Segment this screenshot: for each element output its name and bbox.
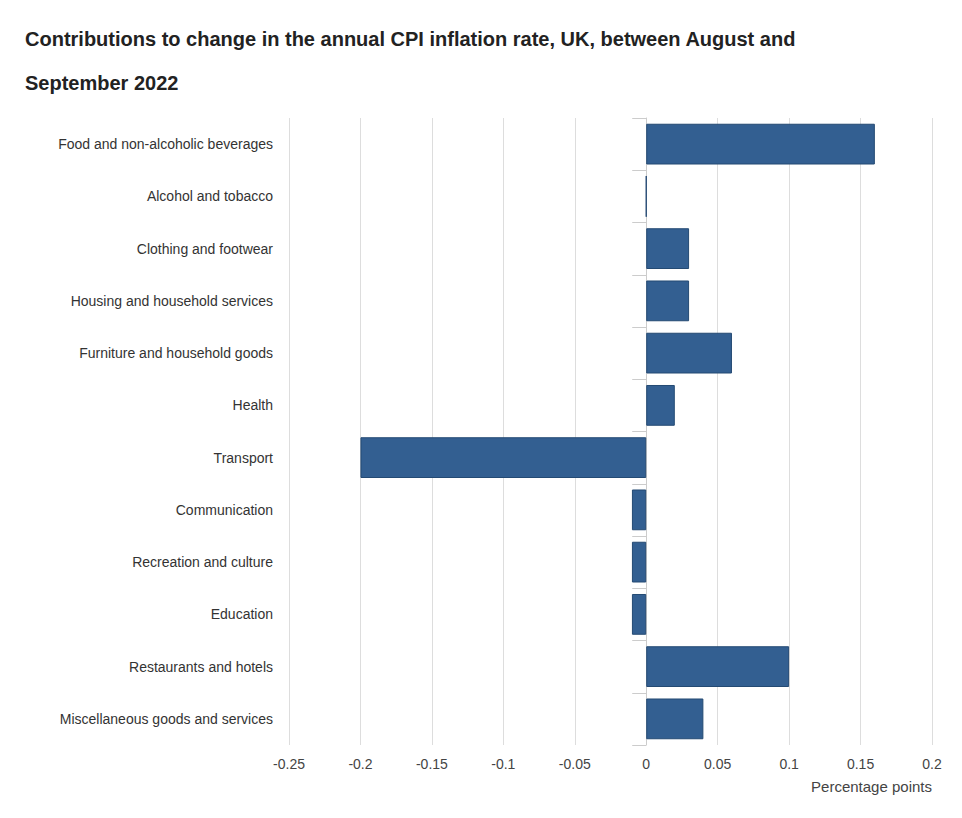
svg-text:Health: Health	[233, 397, 273, 413]
svg-text:Communication: Communication	[176, 502, 273, 518]
svg-text:-0.1: -0.1	[491, 756, 515, 772]
svg-text:Transport: Transport	[214, 450, 274, 466]
svg-text:-0.05: -0.05	[559, 756, 591, 772]
svg-text:Restaurants and hotels: Restaurants and hotels	[129, 659, 273, 675]
svg-text:0.15: 0.15	[847, 756, 874, 772]
svg-text:0.1: 0.1	[779, 756, 799, 772]
svg-text:-0.25: -0.25	[273, 756, 305, 772]
svg-text:Furniture and household goods: Furniture and household goods	[79, 345, 273, 361]
svg-text:Miscellaneous goods and servic: Miscellaneous goods and services	[60, 711, 273, 727]
svg-text:-0.2: -0.2	[348, 756, 372, 772]
svg-text:Alcohol and tobacco: Alcohol and tobacco	[147, 188, 273, 204]
svg-text:Food and non-alcoholic beverag: Food and non-alcoholic beverages	[58, 136, 273, 152]
svg-text:Contributions to change in the: Contributions to change in the annual CP…	[25, 28, 801, 50]
svg-text:Recreation and culture: Recreation and culture	[132, 554, 273, 570]
svg-text:Percentage points: Percentage points	[811, 778, 932, 795]
svg-text:Education: Education	[211, 606, 273, 622]
svg-text:0: 0	[642, 756, 650, 772]
svg-text:-0.15: -0.15	[416, 756, 448, 772]
svg-text:Clothing and footwear: Clothing and footwear	[137, 241, 274, 257]
svg-text:0.05: 0.05	[704, 756, 731, 772]
svg-text:0.2: 0.2	[922, 756, 942, 772]
svg-text:Housing and household services: Housing and household services	[71, 293, 273, 309]
svg-text:September 2022: September 2022	[25, 72, 178, 94]
